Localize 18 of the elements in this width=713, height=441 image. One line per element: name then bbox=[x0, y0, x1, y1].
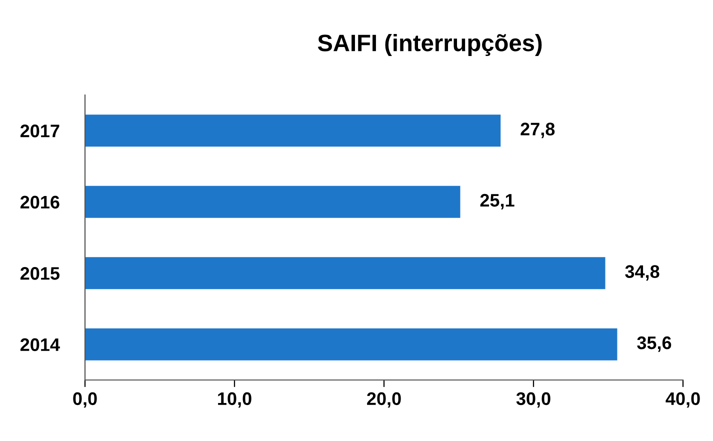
data-label: 25,1 bbox=[480, 194, 514, 210]
bar bbox=[85, 186, 460, 218]
data-label: 34,8 bbox=[625, 265, 660, 281]
x-tick-label: 0,0 bbox=[73, 392, 97, 408]
x-tick-label: 30,0 bbox=[516, 392, 550, 408]
bar bbox=[85, 328, 618, 360]
y-tick-label: 2016 bbox=[20, 196, 60, 209]
y-tick-label: 2015 bbox=[20, 267, 60, 280]
bar bbox=[85, 257, 606, 290]
x-tick-label: 20,0 bbox=[367, 392, 401, 408]
bar bbox=[85, 114, 501, 147]
y-tick-label: 2014 bbox=[20, 338, 60, 352]
data-label: 27,8 bbox=[520, 122, 555, 138]
y-tick-label: 2017 bbox=[20, 124, 60, 138]
chart-title: SAIFI (interrupções) bbox=[318, 34, 542, 56]
x-tick-label: 10,0 bbox=[218, 392, 252, 408]
x-tick-label: 40,0 bbox=[666, 392, 700, 408]
data-label: 35,6 bbox=[637, 336, 672, 352]
